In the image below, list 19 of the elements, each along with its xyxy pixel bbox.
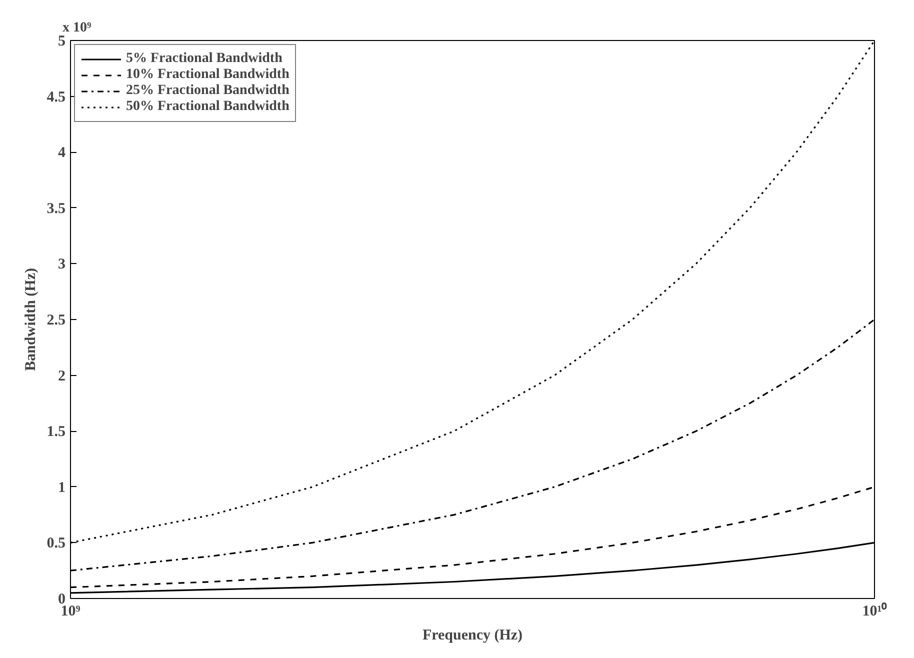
- y-tick-label: 3: [58, 256, 66, 273]
- y-tick-label: 4: [58, 145, 66, 162]
- y-tick-label: 2.5: [46, 312, 66, 328]
- y-tick-label: 3.5: [46, 200, 66, 217]
- x-tick-label: 10⁹: [60, 604, 81, 620]
- legend-label: 50% Fractional Bandwidth: [126, 99, 290, 115]
- legend-label: 25% Fractional Bandwidth: [126, 83, 290, 99]
- legend-label: 10% Fractional Bandwidth: [126, 67, 290, 83]
- y-tick-label: 0.5: [46, 536, 66, 552]
- y-tick-label: 2: [58, 368, 66, 384]
- y-axis-title: Bandwidth (Hz): [22, 268, 39, 371]
- y-tick-label: 1: [58, 480, 66, 496]
- x-axis-title: Frequency (Hz): [422, 628, 523, 644]
- legend-label: 5% Fractional Bandwidth: [126, 51, 282, 67]
- text: x 10⁹: [62, 20, 92, 36]
- x-tick-label: 10¹⁰: [862, 602, 888, 620]
- y-tick-label: 4.5: [46, 89, 66, 106]
- y-tick-label: 5: [58, 34, 66, 50]
- y-tick-label: 1.5: [46, 424, 66, 440]
